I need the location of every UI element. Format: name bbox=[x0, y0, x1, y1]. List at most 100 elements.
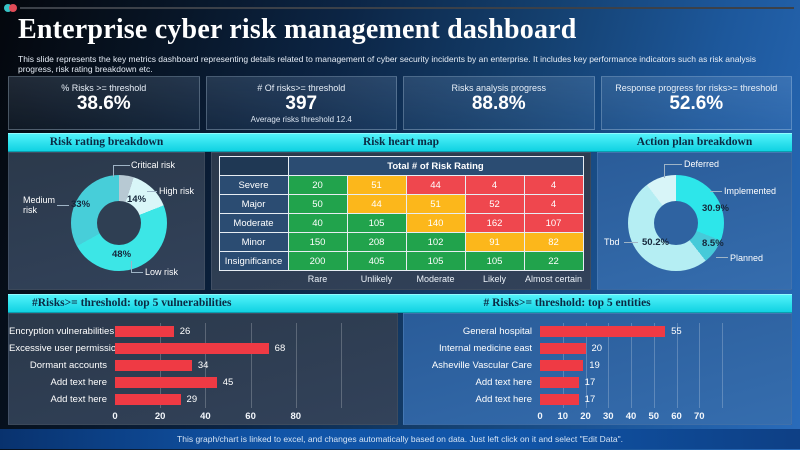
bar bbox=[540, 343, 586, 354]
kpi-card-risks-pct[interactable]: % Risks >= threshold 38.6% bbox=[8, 76, 200, 130]
kpi-label: # Of risks>= threshold bbox=[257, 83, 346, 93]
x-axis-tick: 20 bbox=[580, 411, 591, 422]
heatmap-column-label: Likely bbox=[482, 274, 506, 284]
bar-row: 19 bbox=[540, 357, 722, 374]
donut-label: Implemented bbox=[724, 186, 777, 196]
kpi-card-analysis-progress[interactable]: Risks analysis progress 88.8% bbox=[403, 76, 595, 130]
heatmap-table[interactable]: Total # of Risk Rating Severe 20 51 44 4 4 Majo… bbox=[218, 156, 584, 287]
heatmap-cell: 162 bbox=[464, 213, 525, 233]
leader-line bbox=[113, 165, 114, 177]
risk-rating-chart-panel[interactable]: Critical risk High risk 14% Medium risk … bbox=[8, 152, 205, 290]
gridline bbox=[722, 323, 723, 408]
donut-pct-label: 48% bbox=[112, 249, 132, 260]
kpi-card-response-progress[interactable]: Response progress for risks>= threshold … bbox=[600, 76, 792, 130]
x-axis-tick: 30 bbox=[602, 411, 614, 422]
x-axis-tick: 40 bbox=[625, 411, 637, 422]
bar-value-label: 68 bbox=[274, 343, 286, 354]
kpi-card-risk-count[interactable]: # Of risks>= threshold 397 Average risks… bbox=[205, 76, 397, 130]
heatmap-cell: 44 bbox=[405, 175, 466, 195]
entities-bar-chart[interactable]: General hospital Internal medicine east As… bbox=[404, 314, 791, 424]
x-axis-tick: 20 bbox=[154, 411, 166, 422]
heatmap-cell: 22 bbox=[523, 251, 584, 271]
heatmap-row-label: Minor bbox=[218, 232, 289, 252]
x-axis-tick: 70 bbox=[693, 411, 705, 422]
gridline bbox=[585, 323, 587, 408]
action-plan-donut-chart[interactable] bbox=[628, 175, 724, 271]
bar-value-label: 20 bbox=[591, 343, 603, 354]
leader-line bbox=[664, 164, 665, 178]
donut-pct-label: 50.2% bbox=[642, 237, 669, 248]
heatmap-cell: 105 bbox=[405, 251, 466, 271]
heatmap-cell: 52 bbox=[464, 194, 525, 214]
bar-category-label: Add text here bbox=[50, 377, 107, 388]
leader-line bbox=[113, 165, 130, 166]
bar bbox=[115, 343, 269, 354]
x-axis-tick: 0 bbox=[112, 411, 118, 422]
leader-line bbox=[624, 242, 638, 243]
heatmap-column-label: Almost certain bbox=[524, 274, 583, 284]
heatmap-cell: 208 bbox=[346, 232, 407, 252]
kpi-value: 52.6% bbox=[669, 93, 724, 114]
heat-map-panel[interactable]: Total # of Risk Rating Severe 20 51 44 4 4 Majo… bbox=[211, 152, 591, 290]
top-vulnerabilities-chart-panel[interactable]: Encryption vulnerabilities Excessive user… bbox=[8, 313, 398, 425]
bar-value-label: 17 bbox=[584, 377, 596, 388]
bar-category-label: Asheville Vascular Care bbox=[431, 360, 532, 371]
heatmap-cell: 200 bbox=[287, 251, 348, 271]
heatmap-row: Severe 20 51 44 4 4 bbox=[218, 175, 584, 195]
heatmap-cell: 4 bbox=[523, 194, 584, 214]
heatmap-row-label: Moderate bbox=[218, 213, 289, 233]
bar-value-label: 26 bbox=[179, 326, 191, 337]
bar-value-label: 45 bbox=[222, 377, 234, 388]
kpi-value: 397 bbox=[285, 93, 318, 114]
footer-band: This graph/chart is linked to excel, and… bbox=[0, 429, 800, 449]
section-header-bar: Risk rating breakdown Risk heart map Act… bbox=[8, 133, 792, 152]
bar bbox=[115, 360, 192, 371]
heatmap-row-label: Insignificance bbox=[218, 251, 289, 271]
gridline bbox=[653, 323, 655, 408]
top-entities-chart-panel[interactable]: General hospital Internal medicine east As… bbox=[403, 313, 792, 425]
heatmap-cell: 44 bbox=[346, 194, 407, 214]
bar-value-label: 19 bbox=[589, 360, 600, 371]
section-header-top-vulnerabilities: #Risks>= threshold: top 5 vulnerabilitie… bbox=[32, 297, 232, 309]
heatmap-container: Total # of Risk Rating Severe 20 51 44 4 4 Majo… bbox=[212, 153, 590, 289]
heatmap-column-label: Rare bbox=[307, 274, 328, 284]
heatmap-cell: 40 bbox=[287, 213, 348, 233]
heatmap-row-label: Major bbox=[218, 194, 289, 214]
heatmap-cell: 4 bbox=[464, 175, 525, 195]
bar-category-label: Add text here bbox=[475, 394, 532, 405]
x-axis-tick: 60 bbox=[245, 411, 256, 422]
section-header-bar-bottom: #Risks>= threshold: top 5 vulnerabilitie… bbox=[8, 294, 792, 313]
leader-line bbox=[664, 164, 682, 165]
top-divider bbox=[20, 7, 794, 9]
gridline bbox=[631, 323, 632, 408]
leader-line bbox=[131, 272, 143, 273]
heatmap-row: Insignificance 200 405 105 105 22 bbox=[218, 251, 584, 271]
kpi-value: 88.8% bbox=[471, 93, 526, 114]
action-plan-chart-panel[interactable]: Deferred Implemented 30.9% Tbd 50.2% 8.5… bbox=[597, 152, 792, 290]
kpi-value: 38.6% bbox=[76, 93, 131, 114]
leader-line bbox=[710, 191, 722, 192]
kpi-label: % Risks >= threshold bbox=[61, 83, 147, 93]
vulnerabilities-bar-chart[interactable]: Encryption vulnerabilities Excessive user… bbox=[9, 314, 397, 424]
bar-row: 68 bbox=[115, 340, 341, 357]
heatmap-row: Moderate 40 105 140 162 107 bbox=[218, 213, 584, 233]
leader-line bbox=[147, 191, 157, 192]
x-axis: 0 20 40 60 80 bbox=[112, 411, 341, 425]
gridline bbox=[676, 323, 678, 408]
bar-row: 26 bbox=[115, 323, 341, 340]
donut-label: Low risk bbox=[145, 267, 179, 277]
x-axis-tick: 50 bbox=[648, 411, 660, 422]
x-axis-tick: 80 bbox=[290, 411, 302, 422]
bar-row: 55 bbox=[540, 323, 722, 340]
bar-row: 34 bbox=[115, 357, 341, 374]
gridline bbox=[295, 323, 297, 408]
bar-row: 20 bbox=[540, 340, 722, 357]
kpi-label: Response progress for risks>= threshold bbox=[615, 83, 778, 93]
heatmap-corner-cell bbox=[218, 156, 289, 176]
bar bbox=[540, 394, 579, 405]
x-axis-tick: 10 bbox=[557, 411, 569, 422]
top-decoration bbox=[4, 4, 796, 14]
section-header-action-plan: Action plan breakdown bbox=[636, 136, 753, 148]
bar-value-label: 34 bbox=[197, 360, 209, 371]
